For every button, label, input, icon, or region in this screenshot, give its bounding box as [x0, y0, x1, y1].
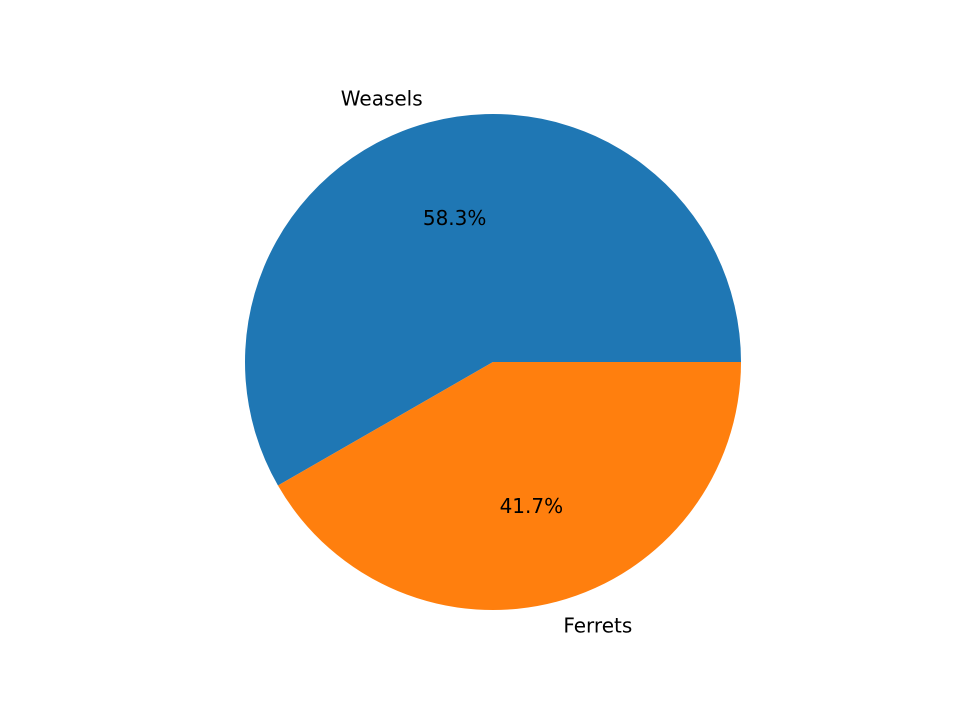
slice-label-weasels: Weasels — [341, 86, 423, 110]
pie-slices — [244, 113, 741, 610]
slice-percent-ferrets: 41.7% — [500, 494, 564, 518]
pie-labels: Weasels 58.3% Ferrets 41.7% — [341, 86, 632, 637]
pie-slice-weasels — [244, 113, 741, 486]
slice-label-ferrets: Ferrets — [563, 614, 632, 638]
slice-percent-weasels: 58.3% — [423, 206, 487, 230]
pie-slice-ferrets — [277, 362, 741, 610]
